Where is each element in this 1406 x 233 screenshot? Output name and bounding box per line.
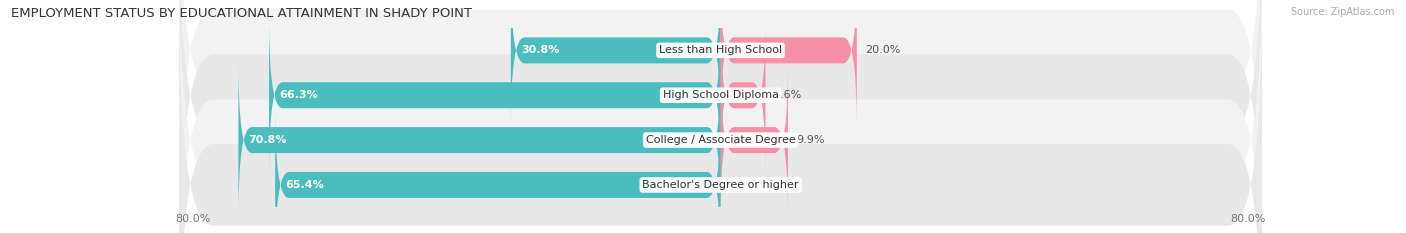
FancyBboxPatch shape [179, 1, 1263, 233]
Text: EMPLOYMENT STATUS BY EDUCATIONAL ATTAINMENT IN SHADY POINT: EMPLOYMENT STATUS BY EDUCATIONAL ATTAINM… [11, 7, 472, 20]
FancyBboxPatch shape [239, 63, 721, 217]
FancyBboxPatch shape [276, 108, 721, 233]
Text: 20.0%: 20.0% [865, 45, 900, 55]
Text: 70.8%: 70.8% [249, 135, 287, 145]
Text: Less than High School: Less than High School [659, 45, 782, 55]
FancyBboxPatch shape [721, 63, 787, 217]
Text: 6.6%: 6.6% [773, 90, 801, 100]
FancyBboxPatch shape [721, 19, 765, 172]
Text: 80.0%: 80.0% [1230, 214, 1265, 224]
Text: 66.3%: 66.3% [280, 90, 318, 100]
Text: 9.9%: 9.9% [796, 135, 825, 145]
Text: 80.0%: 80.0% [176, 214, 211, 224]
FancyBboxPatch shape [179, 0, 1263, 233]
FancyBboxPatch shape [510, 0, 721, 127]
FancyBboxPatch shape [721, 0, 856, 127]
Text: Bachelor's Degree or higher: Bachelor's Degree or higher [643, 180, 799, 190]
Text: College / Associate Degree: College / Associate Degree [645, 135, 796, 145]
Text: High School Diploma: High School Diploma [662, 90, 779, 100]
Text: Source: ZipAtlas.com: Source: ZipAtlas.com [1291, 7, 1395, 17]
Text: 65.4%: 65.4% [285, 180, 325, 190]
FancyBboxPatch shape [269, 19, 721, 172]
FancyBboxPatch shape [179, 0, 1263, 233]
FancyBboxPatch shape [179, 0, 1263, 233]
Text: 0.0%: 0.0% [728, 180, 756, 190]
Text: 30.8%: 30.8% [522, 45, 560, 55]
